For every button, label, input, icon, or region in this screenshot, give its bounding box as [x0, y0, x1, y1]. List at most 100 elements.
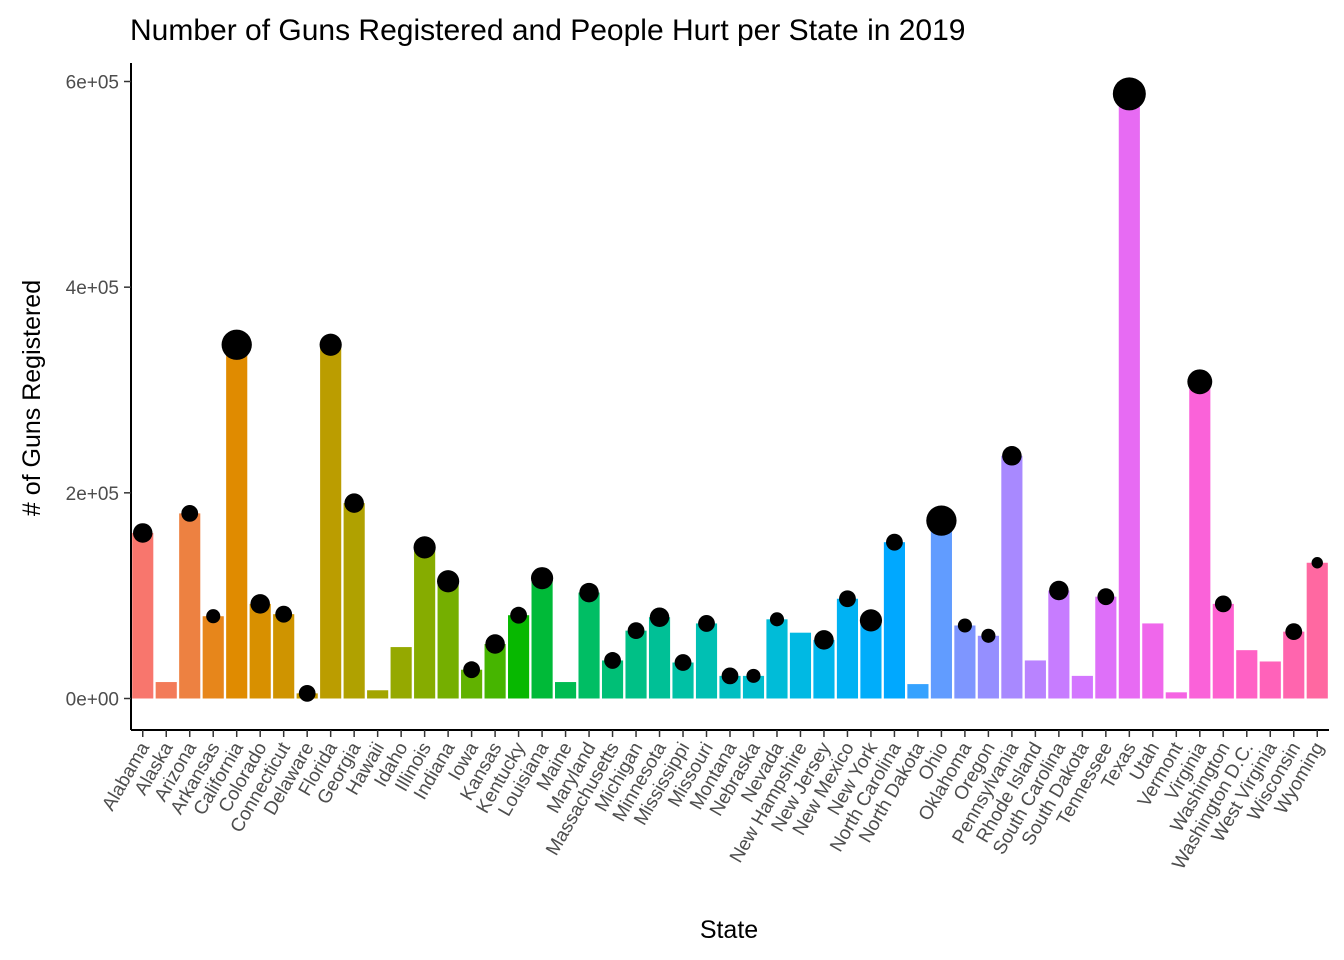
- bar-nebraska: [742, 675, 765, 699]
- bar-nevada: [766, 619, 788, 699]
- point-missouri: [698, 615, 715, 632]
- bar-north-carolina: [883, 542, 905, 699]
- point-california: [221, 329, 252, 360]
- bar-new-jersey: [813, 639, 835, 699]
- bar-washington: [1212, 603, 1234, 699]
- y-tick-label: 4e+05: [66, 278, 119, 299]
- y-axis: 0e+00 2e+05 4e+05 6e+05: [66, 63, 132, 730]
- point-louisiana: [530, 567, 554, 590]
- bar-utah: [1142, 623, 1164, 699]
- bar-texas: [1118, 93, 1140, 699]
- point-ohio: [926, 505, 957, 536]
- bar-new-york: [860, 620, 882, 699]
- point-wyoming: [1311, 557, 1323, 569]
- point-alabama: [133, 523, 153, 543]
- point-new-york: [859, 609, 883, 632]
- bar-alaska: [155, 682, 177, 699]
- bar-alabama: [132, 532, 154, 699]
- bar-vermont: [1165, 692, 1187, 699]
- point-wisconsin: [1285, 623, 1303, 641]
- point-arkansas: [206, 609, 221, 624]
- bar-south-carolina: [1048, 590, 1070, 699]
- bar-missouri: [695, 623, 718, 699]
- point-oklahoma: [957, 618, 972, 633]
- point-mississippi: [674, 654, 692, 671]
- bar-massachusetts: [601, 660, 624, 699]
- bar-arkansas: [202, 616, 224, 699]
- point-connecticut: [275, 605, 293, 623]
- y-tick-label: 2e+05: [66, 484, 119, 505]
- point-washington: [1214, 595, 1232, 613]
- x-axis: AlabamaAlaskaArizonaArkansasCaliforniaCo…: [98, 729, 1329, 873]
- x-axis-title: State: [700, 916, 758, 944]
- point-new-mexico: [839, 590, 856, 608]
- point-michigan: [627, 622, 645, 640]
- bar-new-mexico: [836, 598, 859, 699]
- point-nebraska: [746, 668, 761, 683]
- bar-michigan: [625, 630, 647, 699]
- point-new-jersey: [814, 630, 834, 650]
- bar-hawaii: [367, 690, 389, 699]
- y-tick-label: 6e+05: [66, 73, 119, 94]
- bar-california: [226, 344, 248, 699]
- point-south-carolina: [1049, 580, 1069, 601]
- bar-wyoming: [1306, 562, 1328, 699]
- bar-connecticut: [273, 614, 295, 699]
- point-georgia: [344, 493, 364, 513]
- point-montana: [721, 667, 739, 685]
- bar-minnesota: [648, 617, 671, 699]
- bar-georgia: [343, 503, 365, 699]
- point-oregon: [981, 628, 996, 643]
- point-kentucky: [510, 606, 527, 624]
- bar-iowa: [461, 669, 483, 699]
- point-arizona: [181, 505, 199, 522]
- bar-virginia: [1189, 381, 1211, 699]
- point-illinois: [413, 536, 436, 559]
- point-virginia: [1187, 369, 1213, 395]
- point-pennsylvania: [1002, 446, 1022, 466]
- point-iowa: [463, 661, 481, 679]
- y-axis-title: # of Guns Registered: [18, 280, 46, 516]
- bar-louisiana: [531, 578, 553, 699]
- bar-oklahoma: [954, 625, 976, 699]
- bar-washington-d-c-: [1236, 650, 1258, 699]
- point-massachusetts: [604, 652, 621, 669]
- point-delaware: [298, 684, 316, 702]
- point-indiana: [437, 570, 460, 593]
- point-texas: [1112, 77, 1146, 111]
- bar-illinois: [414, 547, 436, 699]
- point-colorado: [250, 594, 270, 614]
- point-nevada: [769, 612, 785, 627]
- bar-ohio: [930, 520, 952, 699]
- bars: [132, 93, 1328, 699]
- bar-new-hampshire: [789, 632, 812, 699]
- bar-maryland: [578, 592, 600, 699]
- bar-indiana: [437, 581, 459, 699]
- point-tennessee: [1097, 588, 1115, 606]
- bar-pennsylvania: [1001, 455, 1023, 699]
- bar-florida: [320, 344, 342, 699]
- bar-tennessee: [1095, 596, 1117, 699]
- bar-kentucky: [508, 615, 530, 699]
- bar-mississippi: [672, 662, 694, 699]
- bar-west-virginia: [1259, 661, 1281, 699]
- point-minnesota: [649, 607, 670, 628]
- bar-south-dakota: [1071, 675, 1093, 699]
- bar-north-dakota: [907, 684, 929, 699]
- y-tick-label: 0e+00: [66, 690, 119, 711]
- point-kansas: [485, 634, 505, 654]
- point-florida: [319, 333, 342, 356]
- point-maryland: [579, 582, 599, 603]
- bar-rhode-island: [1024, 660, 1046, 699]
- bar-idaho: [390, 647, 412, 699]
- bar-oregon: [977, 635, 999, 699]
- bar-wisconsin: [1283, 631, 1305, 699]
- points: [133, 77, 1323, 702]
- point-north-carolina: [886, 533, 903, 551]
- bar-kansas: [484, 644, 506, 699]
- bar-arizona: [179, 513, 201, 699]
- bar-maine: [555, 682, 577, 699]
- chart-title: Number of Guns Registered and People Hur…: [130, 14, 966, 47]
- bar-colorado: [249, 603, 271, 699]
